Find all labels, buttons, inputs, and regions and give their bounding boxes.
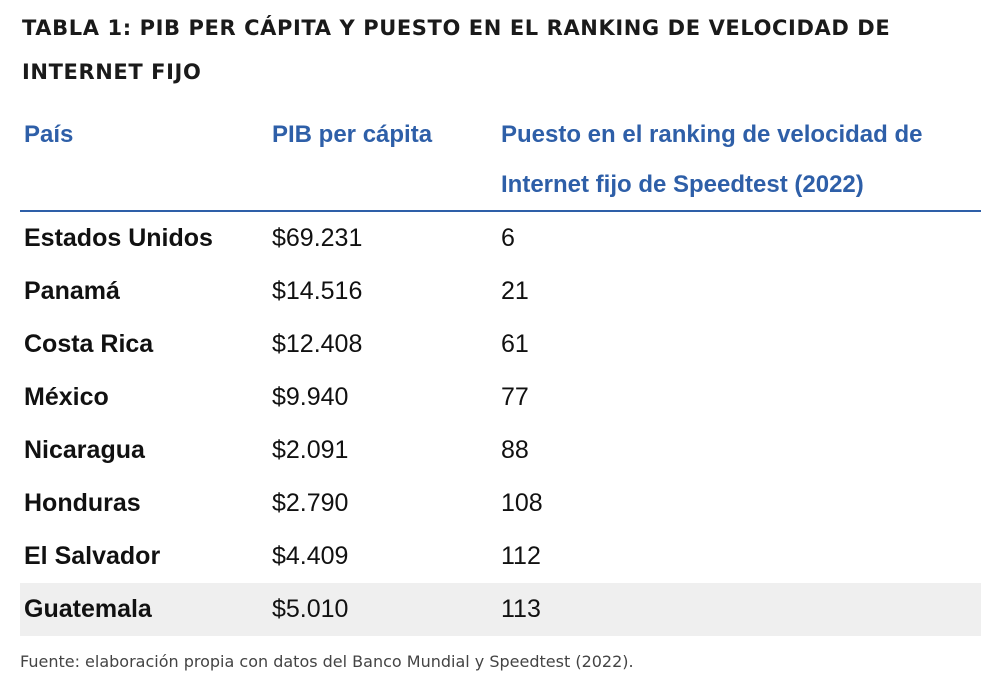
country-cell: Estados Unidos — [24, 224, 213, 252]
gdp-cell: $9.940 — [272, 383, 349, 411]
rank-cell: 21 — [501, 277, 529, 305]
country-cell: México — [24, 383, 109, 411]
gdp-cell: $14.516 — [272, 277, 363, 305]
rank-cell: 113 — [497, 583, 981, 636]
gdp-cell: $69.231 — [272, 224, 363, 252]
header-row: País PIB per cápita Puesto en el ranking… — [20, 110, 981, 212]
table-row: Honduras $2.790 108 — [20, 477, 981, 530]
country-cell: Guatemala — [20, 583, 268, 636]
rank-cell: 77 — [501, 383, 529, 411]
source-note: Fuente: elaboración propia con datos del… — [20, 652, 634, 671]
rank-cell: 61 — [501, 330, 529, 358]
gdp-ranking-table-container: País PIB per cápita Puesto en el ranking… — [20, 110, 981, 636]
table-body: Estados Unidos $69.231 6 Panamá $14.516 … — [20, 211, 981, 636]
gdp-cell: $5.010 — [268, 583, 497, 636]
country-cell: Costa Rica — [24, 330, 154, 358]
table-row: Estados Unidos $69.231 6 — [20, 211, 981, 265]
table-row: Costa Rica $12.408 61 — [20, 318, 981, 371]
table-title: TABLA 1: PIB PER CÁPITA Y PUESTO EN EL R… — [22, 16, 891, 84]
country-cell: Nicaragua — [24, 436, 145, 464]
country-cell: Honduras — [24, 489, 141, 517]
table-row: México $9.940 77 — [20, 371, 981, 424]
table-header: País PIB per cápita Puesto en el ranking… — [20, 110, 981, 212]
rank-cell: 108 — [501, 489, 543, 517]
header-country: País — [20, 110, 268, 212]
header-rank: Puesto en el ranking de velocidad de Int… — [497, 110, 981, 212]
gdp-ranking-table: País PIB per cápita Puesto en el ranking… — [20, 110, 981, 636]
gdp-cell: $4.409 — [272, 542, 349, 570]
table-row: Panamá $14.516 21 — [20, 265, 981, 318]
header-gdp: PIB per cápita — [268, 110, 497, 212]
gdp-cell: $2.790 — [272, 489, 349, 517]
gdp-cell: $12.408 — [272, 330, 363, 358]
gdp-cell: $2.091 — [272, 436, 349, 464]
table-row: Nicaragua $2.091 88 — [20, 424, 981, 477]
country-cell: El Salvador — [24, 542, 161, 570]
rank-cell: 88 — [501, 436, 529, 464]
table-row-highlighted: Guatemala $5.010 113 — [20, 583, 981, 636]
table-row: El Salvador $4.409 112 — [20, 530, 981, 583]
rank-cell: 112 — [501, 542, 541, 570]
rank-cell: 6 — [501, 224, 515, 252]
country-cell: Panamá — [24, 277, 120, 305]
